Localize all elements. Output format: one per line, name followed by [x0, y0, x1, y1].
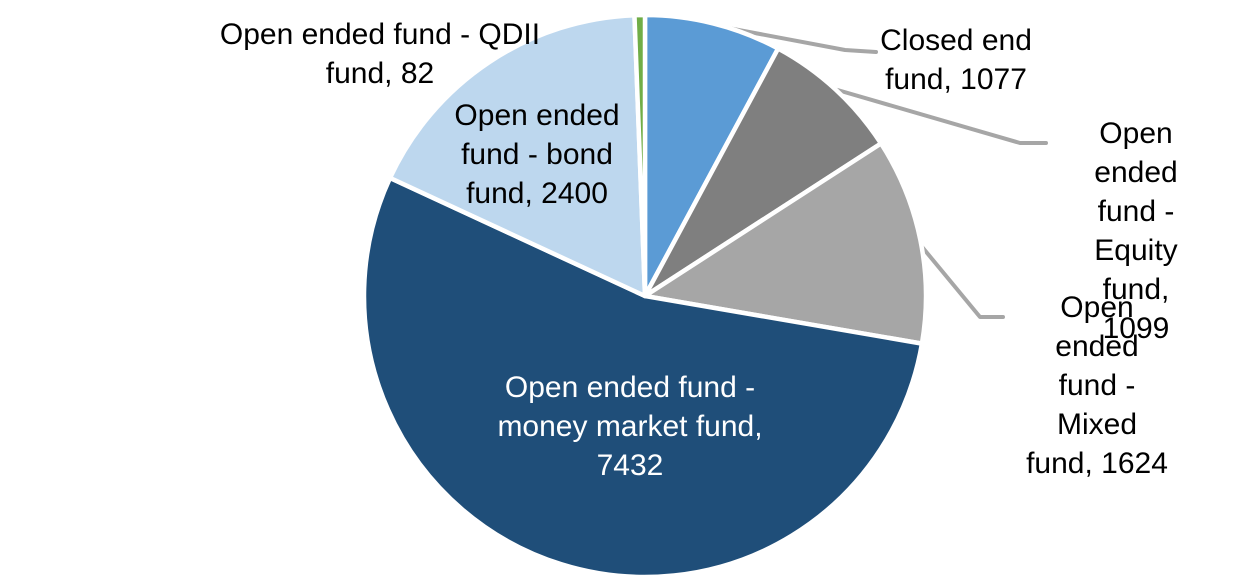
label-open-ended-mixed-fund: Open ended fund - Mixed fund, 1624 — [1026, 291, 1168, 480]
pie-slice-equity_fund — [642, 46, 884, 299]
leader-line-equity_fund — [832, 87, 1048, 145]
label-open-ended-qdii-fund: Open ended fund - QDII fund, 82 — [219, 18, 541, 90]
pie-slice-bond_fund — [387, 12, 648, 299]
leader-line-closed_end_fund — [710, 23, 878, 54]
leader-line-mixed_fund — [916, 240, 1005, 319]
label-open-ended-bond-fund: Open ended fund - bond fund, 2400 — [454, 99, 620, 210]
pie-slice-money_market_fund — [361, 175, 925, 580]
label-closed-end-fund: Closed end fund, 1077 — [880, 24, 1032, 96]
label-open-ended-money-market-fund: Open ended fund - money market fund, 743… — [497, 371, 763, 482]
pie-slice-closed_end_fund — [642, 12, 781, 299]
pie-slice-qdii_fund — [632, 12, 648, 299]
label-open-ended-equity-fund: Open ended fund - Equity fund, 1099 — [1094, 117, 1178, 345]
pie-slice-mixed_fund — [642, 141, 929, 346]
